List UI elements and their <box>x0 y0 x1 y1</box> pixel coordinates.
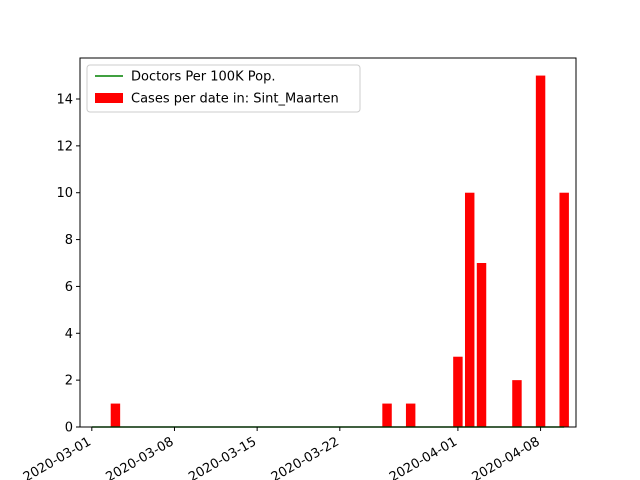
bar-2020-04-06 <box>512 380 522 427</box>
y-tick-label: 4 <box>65 327 73 342</box>
plot-area-frame <box>79 57 577 428</box>
legend-label: Doctors Per 100K Pop. <box>131 70 275 85</box>
bar-2020-04-01 <box>453 356 463 427</box>
legend-box <box>86 64 361 113</box>
bar-2020-04-03 <box>476 263 487 427</box>
bar-2020-04-02 <box>464 192 475 427</box>
legend: Doctors Per 100K Pop. Cases per date in: … <box>86 64 361 113</box>
bar-2020-03-03 <box>110 403 121 427</box>
bar-2020-03-28 <box>405 403 416 427</box>
bars-layer <box>110 75 569 428</box>
legend-label: Cases per date in: Sint_Maarten <box>131 92 339 107</box>
bar-2020-04-10 <box>559 192 569 427</box>
bar-2020-03-26 <box>382 403 392 427</box>
y-axis: 0 2 4 6 8 10 12 14 <box>56 93 80 436</box>
y-tick-label: 8 <box>65 233 73 248</box>
y-tick-label: 0 <box>65 421 73 436</box>
y-tick-label: 12 <box>56 139 73 154</box>
bar-2020-04-08 <box>535 75 546 428</box>
y-tick-label: 2 <box>65 374 73 389</box>
y-tick-label: 14 <box>56 93 73 108</box>
y-tick-label: 6 <box>65 280 73 295</box>
y-tick-label: 10 <box>56 186 73 201</box>
legend-bar-swatch <box>95 93 123 103</box>
